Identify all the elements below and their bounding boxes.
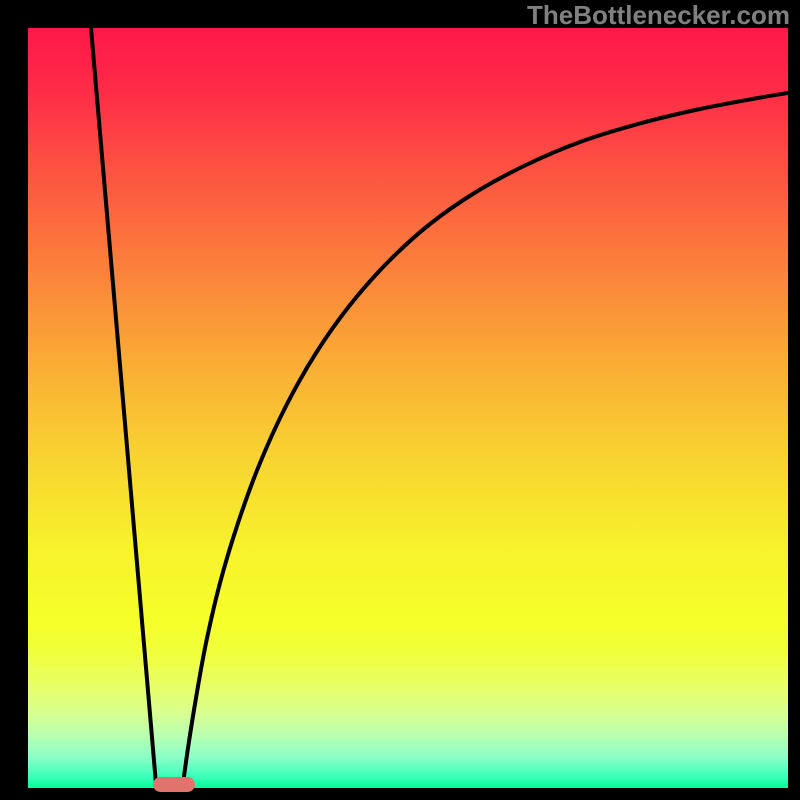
curve-layer: [28, 28, 788, 788]
watermark-text: TheBottlenecker.com: [527, 0, 790, 31]
minimum-marker: [153, 777, 195, 792]
plot-area: [28, 28, 788, 788]
chart-container: TheBottlenecker.com: [0, 0, 800, 800]
